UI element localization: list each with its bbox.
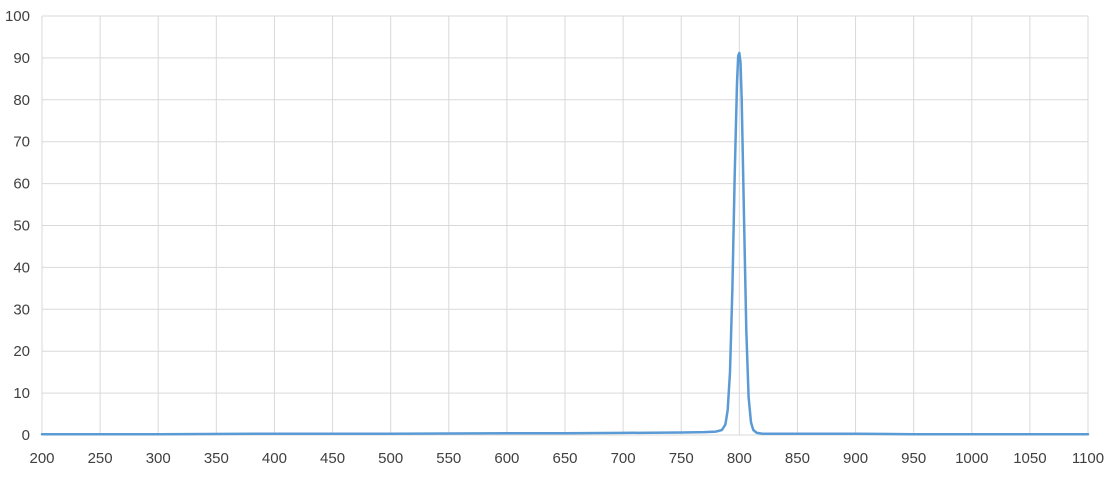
x-tick-label: 1050 <box>1013 450 1046 467</box>
series-line <box>40 51 1090 436</box>
y-tick-label: 20 <box>13 343 30 360</box>
x-tick-label: 250 <box>88 450 113 467</box>
x-tick-label: 1100 <box>1072 450 1104 467</box>
series <box>40 51 1090 436</box>
x-tick-label: 500 <box>378 450 403 467</box>
y-tick-label: 70 <box>13 134 30 151</box>
x-tick-label: 400 <box>262 450 287 467</box>
y-tick-label: 40 <box>13 259 30 276</box>
y-tick-label: 0 <box>22 427 30 444</box>
y-tick-label: 50 <box>13 218 30 235</box>
x-tick-label: 600 <box>494 450 519 467</box>
x-tick-label: 850 <box>785 450 810 467</box>
y-tick-label: 90 <box>13 50 30 67</box>
x-tick-label: 900 <box>843 450 868 467</box>
x-tick-label: 800 <box>727 450 752 467</box>
x-tick-label: 550 <box>436 450 461 467</box>
x-tick-label: 300 <box>146 450 171 467</box>
y-tick-label: 30 <box>13 301 30 318</box>
y-tick-label: 60 <box>13 176 30 193</box>
x-tick-label: 200 <box>29 450 54 467</box>
x-tick-label: 450 <box>320 450 345 467</box>
x-tick-label: 750 <box>669 450 694 467</box>
x-tick-label: 650 <box>552 450 577 467</box>
x-tick-labels: 200 250 300 350 400 450 500 550 600 650 700 750 800 8… <box>29 450 1104 467</box>
grid <box>41 15 1089 435</box>
x-tick-label: 350 <box>204 450 229 467</box>
x-tick-label: 700 <box>611 450 636 467</box>
x-tick-label: 1000 <box>955 450 988 467</box>
y-tick-label: 10 <box>13 385 30 402</box>
y-tick-label: 80 <box>13 92 30 109</box>
x-tick-label: 950 <box>901 450 926 467</box>
y-tick-labels: 0 10 20 30 40 50 60 70 80 90 100 <box>5 8 30 444</box>
y-tick-label: 100 <box>5 8 30 25</box>
